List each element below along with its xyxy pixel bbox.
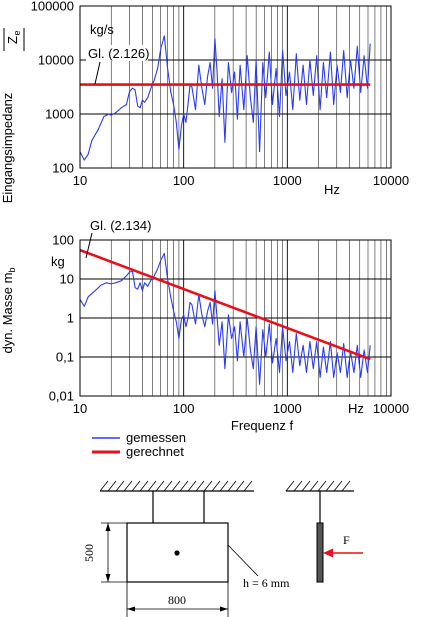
impedance-yunit: kg/s: [90, 22, 114, 37]
hatch-line: [227, 480, 237, 492]
hatch-line: [187, 480, 197, 492]
x-tick-label: 100: [173, 173, 195, 188]
hatch-line: [163, 480, 173, 492]
legend-label-measured: gemessen: [126, 430, 186, 445]
mass-annotation: Gl. (2.134): [90, 218, 151, 233]
impedance-xticks: 10 100 1000 10000: [73, 173, 409, 188]
hatch-line: [317, 480, 327, 492]
mass-xlabel: Frequenz f: [231, 418, 294, 433]
x-tick-label: 1000: [273, 401, 302, 416]
x-tick-label: 10: [73, 401, 87, 416]
height-label: 500: [82, 544, 96, 562]
mass-grid: [79, 240, 391, 396]
y-tick-label: 1: [67, 311, 74, 326]
impedance-series: [79, 35, 371, 161]
width-dimension: 800: [126, 582, 229, 617]
x-tick-label: 10: [73, 173, 87, 188]
hatch-line: [155, 480, 165, 492]
excitation-point: [174, 550, 180, 556]
hatch-line: [131, 480, 141, 492]
hatch-line: [341, 480, 351, 492]
plate-diagram: 500 800 h = 6 mm F: [82, 480, 363, 617]
impedance-ylabel-symbol: Z e: [3, 28, 25, 51]
mass-xunit: Hz: [348, 401, 364, 416]
legend-label-calculated: gerechnet: [126, 444, 184, 459]
impedance-annotation: Gl. (2.126): [88, 46, 149, 61]
hatch-line: [139, 480, 149, 492]
hatch-line: [123, 480, 133, 492]
hatch-line: [285, 480, 295, 492]
y-tick-label: 100: [52, 233, 74, 248]
mass-annotation-leader: [85, 232, 93, 259]
mass-plot-frame: [79, 239, 392, 397]
hatch-line: [235, 480, 245, 492]
height-dimension: 500: [82, 522, 127, 583]
y-tick-label: 1000: [45, 107, 74, 122]
hatch-line: [99, 480, 109, 492]
x-tick-label: 10000: [373, 173, 409, 188]
force-arrow-head: [323, 548, 333, 558]
hatch-line: [309, 480, 319, 492]
impedance-yticks: 100 1000 10000 100000: [31, 0, 74, 176]
hatch-line: [203, 480, 213, 492]
impedance-annotation-bg: [86, 45, 148, 61]
y-tick-label: 10000: [38, 53, 74, 68]
force-label: F: [343, 533, 350, 547]
y-tick-label: 0,1: [56, 350, 74, 365]
series-measured-line: [79, 35, 371, 161]
hatch-line: [293, 480, 303, 492]
plate-side-view: [316, 522, 324, 583]
thickness-label: h = 6 mm: [243, 576, 290, 590]
y-tick-label: 100000: [31, 0, 74, 14]
mass-xticks: 10 100 1000 10000: [73, 401, 409, 416]
mass-series: [79, 248, 371, 385]
hatch-line: [147, 480, 157, 492]
hatch-line: [179, 480, 189, 492]
mass-yunit: kg: [51, 254, 65, 269]
impedance-ylabel: Eingangsimpedanz: [0, 93, 15, 204]
y-tick-label: 100: [52, 161, 74, 176]
y-tick-label: 10: [60, 272, 74, 287]
x-tick-label: 10000: [373, 401, 409, 416]
hatch-line: [325, 480, 335, 492]
legend: gemessen gerechnet: [92, 430, 186, 459]
series-measured-line: [79, 252, 371, 385]
ceiling-left: [99, 480, 254, 492]
series-calculated-line: [79, 248, 371, 361]
hatch-line: [107, 480, 117, 492]
y-tick-label: 0,01: [49, 389, 74, 404]
hatch-line: [301, 480, 311, 492]
hatch-line: [171, 480, 181, 492]
impedance-chart: Eingangsimpedanz Z e 100100010000100000 …: [0, 0, 409, 203]
thickness-leader: [227, 544, 259, 577]
impedance-plot-frame: [79, 5, 392, 169]
mass-yticks: 0,01 0,1 1 10 100: [49, 233, 74, 404]
x-tick-label: 1000: [273, 173, 302, 188]
impedance-annotation-leader: [94, 61, 101, 85]
impedance-xunit: Hz: [324, 182, 340, 197]
hatch-line: [211, 480, 221, 492]
x-tick-label: 100: [173, 401, 195, 416]
hatch-line: [195, 480, 205, 492]
hatch-line: [115, 480, 125, 492]
hatch-line: [219, 480, 229, 492]
mass-ylabel: dyn. Masse m: [0, 273, 15, 354]
mass-ylabel-subscript: b: [7, 267, 17, 272]
hatch-line: [333, 480, 343, 492]
impedance-ylabel-symbol-text: Z: [5, 36, 20, 44]
impedance-ylabel-subscript: e: [12, 30, 22, 35]
hatch-line: [243, 480, 253, 492]
ceiling-right: [285, 480, 354, 492]
width-label: 800: [168, 593, 186, 607]
